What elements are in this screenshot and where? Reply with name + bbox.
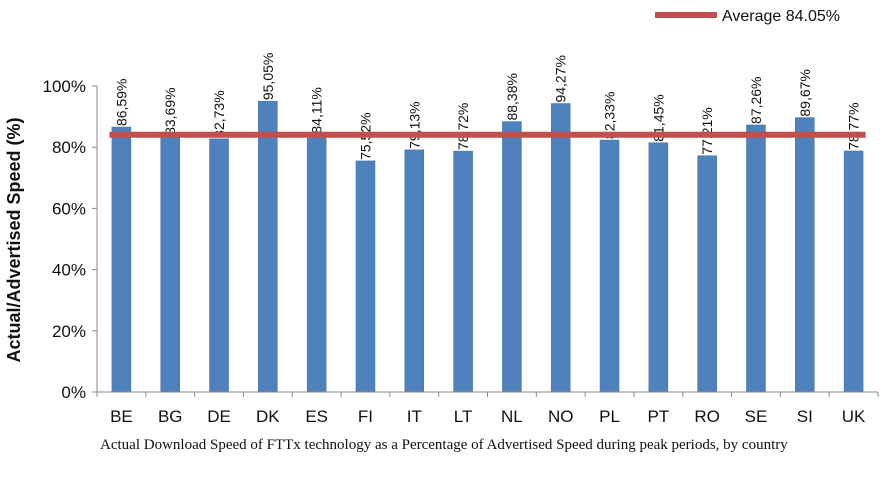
y-tick-label: 40% <box>52 261 86 280</box>
x-tick-label-se: SE <box>745 407 768 426</box>
x-tick-label-pl: PL <box>599 407 620 426</box>
y-axis: 0% 20% 40% 60% 80% 100% <box>43 77 98 402</box>
x-tick-label-be: BE <box>110 407 133 426</box>
x-tick-label-lt: LT <box>454 407 473 426</box>
bar-be <box>111 126 132 393</box>
x-tick-label-fi: FI <box>358 407 373 426</box>
x-tick-label-pt: PT <box>647 407 669 426</box>
bar-si <box>795 117 815 393</box>
y-tick-label: 60% <box>52 199 86 218</box>
data-label-no: 94,27% <box>553 55 569 102</box>
bar-fi <box>355 160 376 393</box>
data-label-pt: 81,45% <box>650 94 666 141</box>
y-axis-label: Actual/Advertised Speed (%) <box>4 117 24 362</box>
data-label-uk: 78,77% <box>846 102 862 149</box>
data-label-de: 82,73% <box>211 90 227 137</box>
legend: Average 84.05% <box>655 8 840 25</box>
x-tick-label-de: DE <box>207 407 231 426</box>
bar-no <box>550 103 571 393</box>
bar-dk <box>258 100 278 393</box>
bar-bg <box>160 135 180 393</box>
data-label-pl: 82,33% <box>602 92 618 139</box>
x-tick-label-it: IT <box>407 407 422 426</box>
x-tick-label-ro: RO <box>694 407 720 426</box>
data-label-be: 86,59% <box>113 79 129 126</box>
data-label-es: 84,11% <box>309 87 325 133</box>
x-tick-label-es: ES <box>305 407 328 426</box>
data-label-dk: 95,05% <box>260 53 276 100</box>
x-tick-label-no: NO <box>548 407 574 426</box>
bar-es <box>306 134 327 393</box>
bar-lt <box>453 150 473 393</box>
x-tick-label-uk: UK <box>842 407 866 426</box>
data-label-si: 89,67% <box>797 69 813 116</box>
bar-pl <box>599 139 620 393</box>
y-tick-label: 80% <box>52 138 86 157</box>
y-tick-label: 20% <box>52 322 86 341</box>
data-label-nl: 88,38% <box>504 73 520 120</box>
bars <box>111 100 864 393</box>
x-tick-label-bg: BG <box>158 407 183 426</box>
bar-de <box>209 138 229 393</box>
x-axis: BE BG DE DK ES FI IT LT NL NO PL PT RO SE SI UK <box>96 391 879 426</box>
chart-caption: Actual Download Speed of FTTx technology… <box>100 437 788 453</box>
x-tick-label-nl: NL <box>501 407 523 426</box>
x-tick-label-dk: DK <box>256 407 280 426</box>
bar-it <box>404 149 425 393</box>
data-label-ro: 77,21% <box>699 107 715 154</box>
y-tick-label: 0% <box>61 383 86 402</box>
legend-label: Average 84.05% <box>722 8 840 25</box>
bar-nl <box>502 121 522 393</box>
bar-ro <box>697 155 717 393</box>
x-tick-label-si: SI <box>797 407 813 426</box>
data-label-bg: 83,69% <box>162 87 178 134</box>
data-label-se: 87,26% <box>748 77 764 124</box>
data-labels: 86,59%83,69%82,73%95,05%84,11%75,52%79,1… <box>113 53 861 160</box>
bar-se <box>746 124 766 393</box>
bar-pt <box>648 142 669 393</box>
bar-uk <box>843 150 864 393</box>
data-label-lt: 78,72% <box>455 103 471 150</box>
data-label-it: 79,13% <box>406 101 422 148</box>
y-tick-label: 100% <box>43 77 86 96</box>
